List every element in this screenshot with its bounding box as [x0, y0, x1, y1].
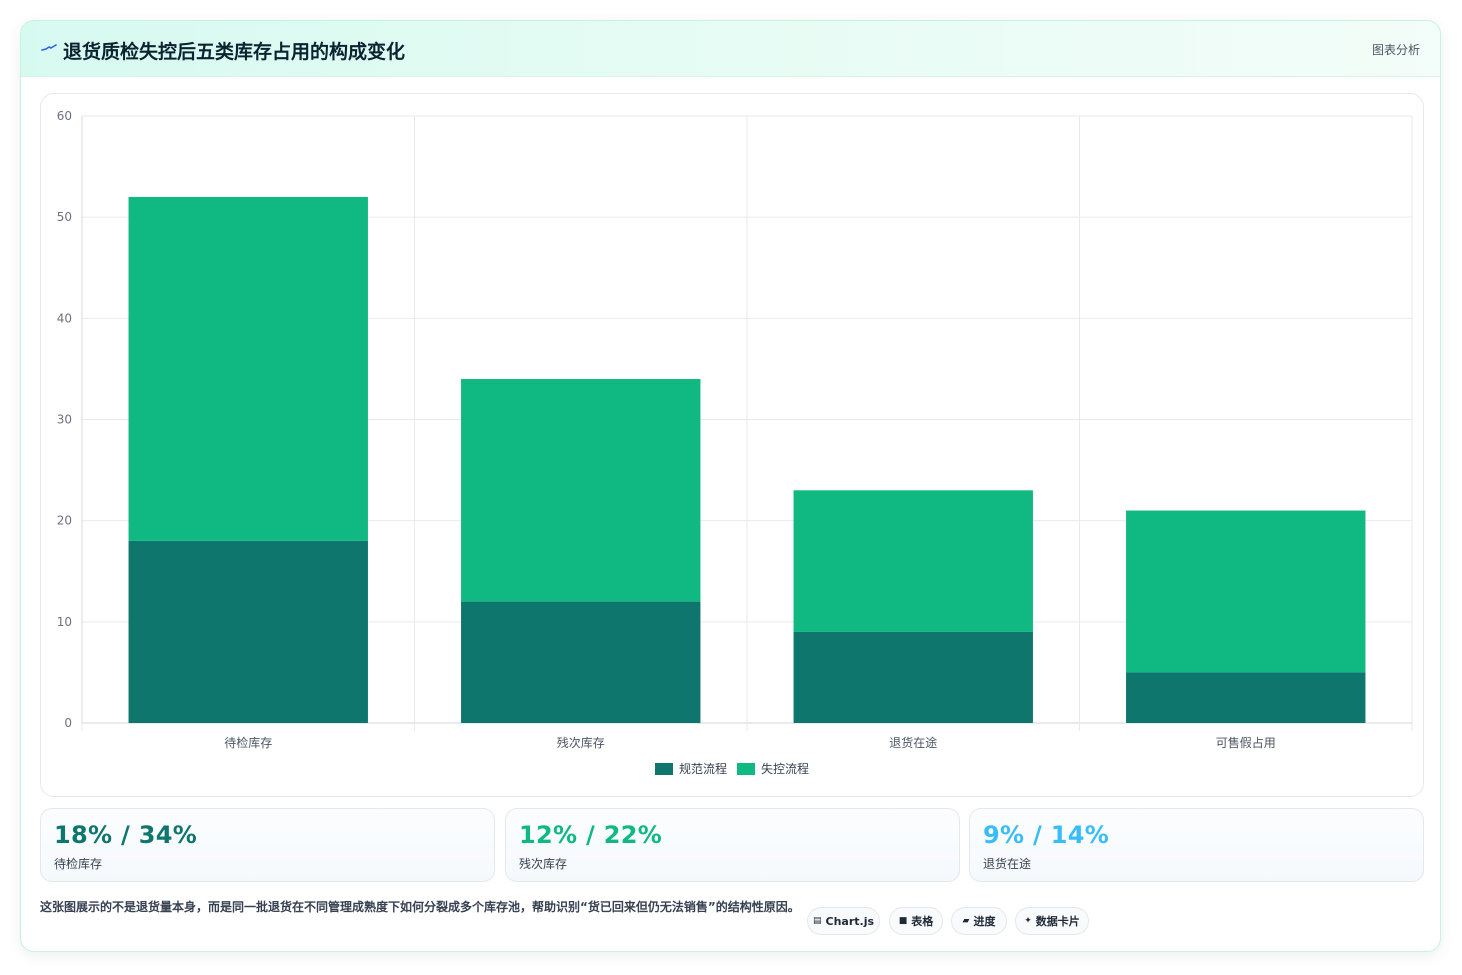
stat-value: 12% / 22% [519, 821, 663, 849]
pulse-line-icon [41, 44, 57, 51]
chip-label: 数据卡片 [1035, 915, 1080, 928]
chip-progress[interactable]: ▰ 进度 [951, 907, 1007, 935]
legend-label: 规范流程 [679, 761, 727, 776]
page-title: 退货质检失控后五类库存占用的构成变化 [63, 41, 406, 63]
chip-label: Chart.js [825, 914, 875, 928]
y-tick-label: 20 [57, 514, 72, 528]
chip-data-card[interactable]: ✦ 数据卡片 [1015, 907, 1089, 935]
y-tick-label: 40 [57, 311, 72, 325]
stat-value: 18% / 34% [54, 821, 198, 849]
stat-label: 待检库存 [54, 857, 103, 871]
bar-segment [793, 631, 1033, 723]
card-header: 退货质检失控后五类库存占用的构成变化 图表分析 [21, 21, 1440, 77]
chip-label: 进度 [973, 915, 996, 928]
y-tick-label: 50 [57, 210, 72, 224]
stat-card-in-transit: 9% / 14% 退货在途 [969, 808, 1424, 882]
stat-card-pending: 18% / 34% 待检库存 [40, 808, 495, 882]
stat-label: 退货在途 [983, 857, 1032, 871]
y-tick-label: 30 [57, 413, 72, 427]
y-tick-label: 60 [57, 109, 72, 123]
bar-segment [793, 490, 1033, 632]
legend-swatch [655, 763, 673, 775]
bar-segment [461, 379, 701, 602]
table-icon: ■ [898, 916, 908, 926]
chip-table[interactable]: ■ 表格 [889, 907, 943, 935]
legend-label: 失控流程 [761, 761, 809, 776]
x-tick-label: 可售假占用 [1216, 735, 1276, 750]
stat-label: 残次库存 [519, 857, 568, 871]
chart-card: 退货质检失控后五类库存占用的构成变化 图表分析 0 10 20 30 40 50 60 待检库… [20, 20, 1441, 952]
progress-icon: ▰ [962, 916, 970, 926]
chip-label: 表格 [911, 915, 934, 928]
bar-segment [461, 601, 701, 723]
chart-panel: 0 10 20 30 40 50 60 待检库存 残次库存 退货在途 可售假占用规范流程 失控流程 [40, 93, 1424, 797]
x-tick-label: 退货在途 [889, 735, 937, 750]
x-tick-label: 残次库存 [557, 735, 605, 750]
bar-segment [128, 540, 368, 723]
chip-chartjs[interactable]: ▤ Chart.js [807, 907, 880, 935]
chart-description: 这张图展示的不是退货量本身，而是同一批退货在不同管理成熟度下如何分裂成多个库存池… [40, 900, 800, 914]
x-tick-label: 待检库存 [224, 735, 272, 750]
y-tick-label: 0 [64, 716, 72, 730]
bar-segment [1126, 672, 1366, 723]
stat-value: 9% / 14% [983, 821, 1110, 849]
chart-analysis-tag[interactable]: 图表分析 [1371, 43, 1420, 57]
y-tick-label: 10 [57, 615, 72, 629]
legend-swatch [737, 763, 755, 775]
bar-segment [1126, 510, 1366, 673]
chart-icon: ▤ [812, 916, 822, 926]
sparkle-icon: ✦ [1024, 916, 1032, 926]
stat-card-defective: 12% / 22% 残次库存 [505, 808, 960, 882]
bar-segment [128, 196, 368, 541]
